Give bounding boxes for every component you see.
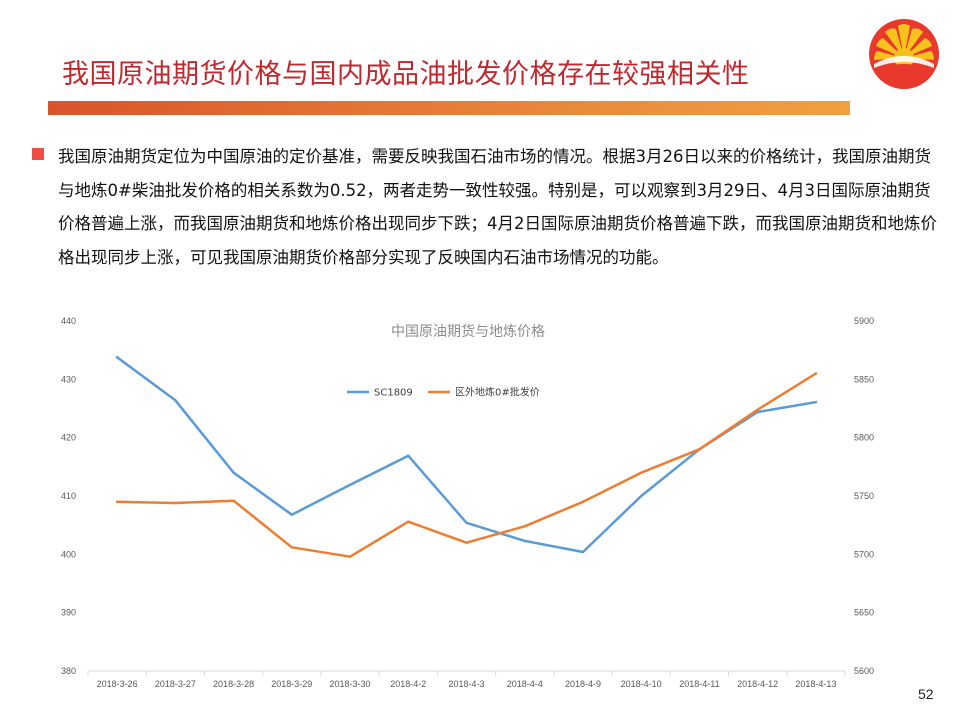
y-left-tick-label: 440	[61, 316, 76, 326]
x-tick-label: 2018-4-3	[448, 679, 484, 689]
data-point	[407, 520, 410, 523]
y-left-tick-label: 420	[61, 433, 76, 443]
data-point	[639, 471, 643, 474]
data-point	[814, 400, 818, 404]
chart-title: 中国原油期货与地炼价格	[391, 323, 545, 340]
x-tick-label: 2018-3-29	[271, 679, 312, 689]
data-point	[698, 448, 701, 451]
petrochina-logo-icon	[869, 19, 939, 89]
chart-axes: 2018-3-26 2018-3-27 2018-3-28 2018-3-29 2018…	[61, 316, 874, 689]
y-right-tick-label: 5850	[854, 374, 874, 384]
data-point	[115, 500, 119, 504]
data-point	[465, 521, 468, 525]
x-tick-label: 2018-3-26	[97, 679, 138, 689]
title-underline-bar	[48, 101, 850, 115]
data-point	[232, 471, 235, 474]
y-left-tick-label: 390	[61, 608, 76, 618]
data-point	[756, 408, 759, 411]
y-right-tick-label: 5700	[854, 549, 874, 559]
y-left-tick-label: 400	[61, 549, 76, 559]
x-tick-label: 2018-4-10	[621, 679, 662, 689]
data-point	[523, 525, 526, 528]
data-point	[581, 500, 585, 504]
bullet-marker	[32, 148, 44, 160]
x-tick-label: 2018-3-28	[213, 679, 254, 689]
x-tick-label: 2018-4-13	[795, 679, 836, 689]
data-point	[174, 501, 177, 505]
x-tick-label: 2018-4-2	[390, 679, 426, 689]
y-right-tick-label: 5600	[854, 666, 874, 676]
y-right-tick-label: 5650	[854, 608, 874, 618]
page-number: 52	[918, 686, 934, 702]
x-tick-label: 2018-3-27	[155, 679, 196, 689]
data-point	[115, 355, 119, 359]
y-right-tick-label: 5800	[854, 433, 874, 443]
y-left-tick-label: 380	[61, 666, 76, 676]
y-right-tick-label: 5750	[854, 491, 874, 501]
x-tick-label: 2018-4-4	[507, 679, 543, 689]
data-point	[348, 555, 352, 558]
y-right-tick-label: 5900	[854, 316, 874, 326]
legend-label: SC1809	[374, 388, 413, 399]
bullet-paragraph: 我国原油期货定位为中国原油的定价基准，需要反映我国石油市场的情况。根据3月26日…	[58, 147, 937, 267]
data-point	[581, 550, 585, 554]
data-point	[465, 541, 468, 544]
data-point	[814, 372, 818, 375]
legend-label: 区外地炼0#批发价	[455, 386, 540, 399]
data-point	[232, 499, 235, 502]
data-point	[639, 494, 643, 498]
chart-series	[115, 355, 818, 558]
y-left-tick-label: 410	[61, 491, 76, 501]
series-line-wholesale	[115, 372, 818, 558]
x-tick-label: 2018-4-9	[565, 679, 601, 689]
x-tick-label: 2018-4-12	[737, 679, 778, 689]
data-point	[348, 483, 352, 487]
data-point	[290, 546, 294, 549]
line-chart: 中国原油期货与地炼价格 2018-3-26 2018-3-27 2018-3-28 2…	[61, 316, 874, 689]
chart-legend: SC1809 区外地炼0#批发价	[347, 386, 540, 399]
data-point	[523, 539, 526, 543]
slide-title: 我国原油期货价格与国内成品油批发价格存在较强相关性	[62, 59, 750, 90]
y-left-tick-label: 430	[61, 374, 76, 384]
data-point	[407, 454, 410, 457]
x-tick-label: 2018-3-30	[330, 679, 371, 689]
x-tick-label: 2018-4-11	[679, 679, 719, 689]
data-point	[174, 399, 177, 402]
data-point	[290, 513, 294, 516]
